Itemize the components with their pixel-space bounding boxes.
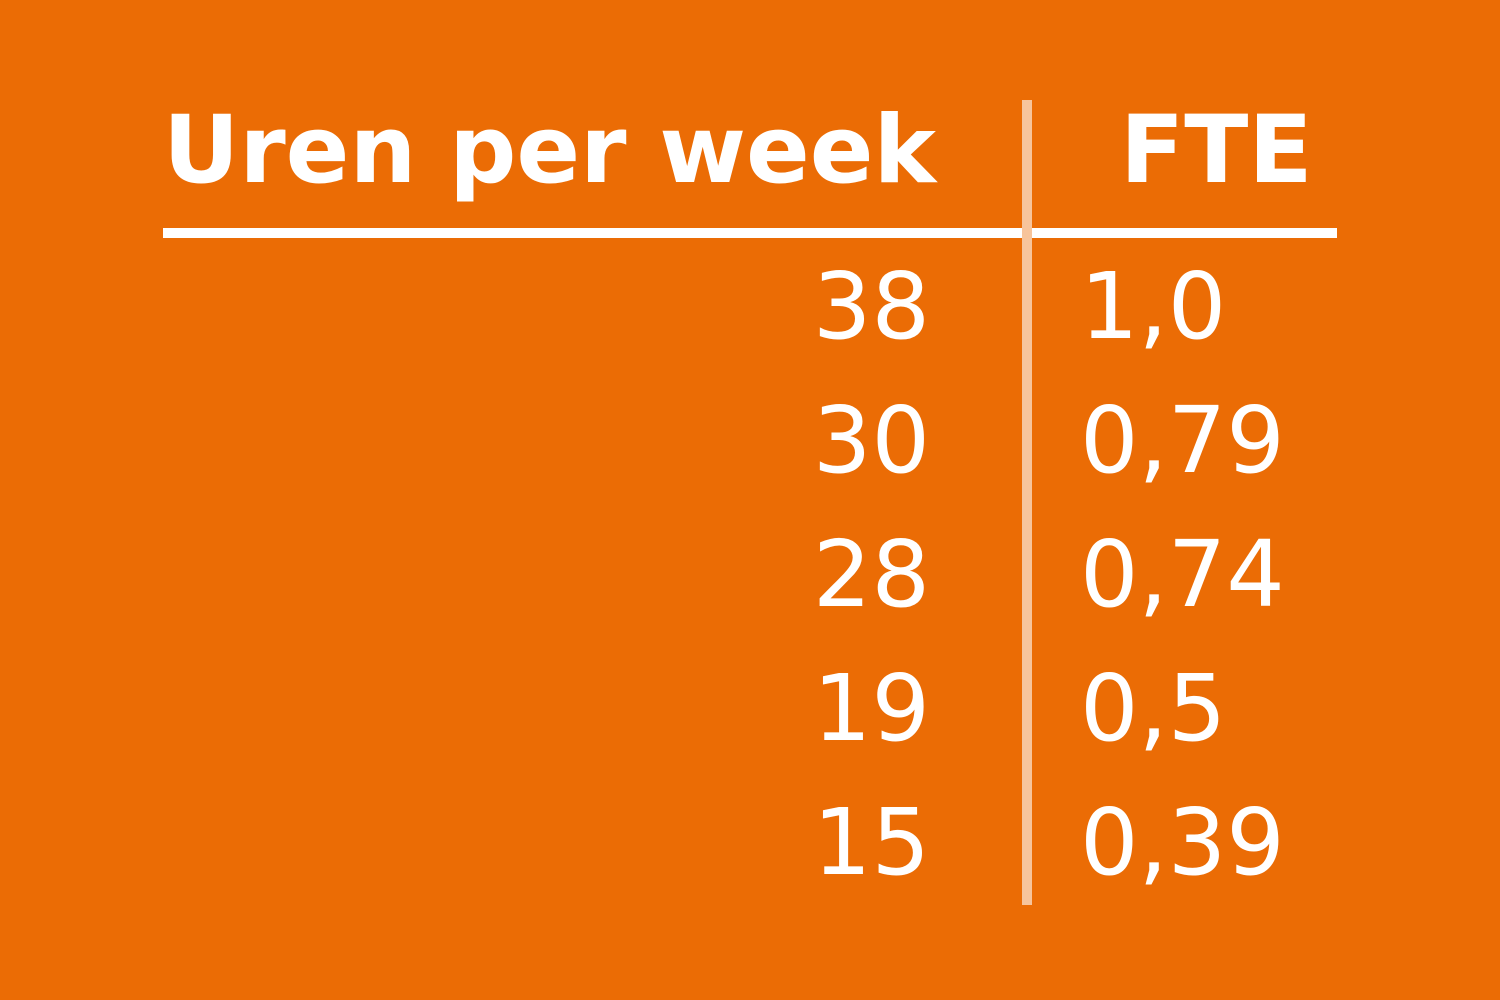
table-body: 38 1,0 30 0,79 28 0,74 19 0,5 15 0,39 xyxy=(0,240,1500,910)
header-divider-rule xyxy=(163,228,1337,238)
hours-value: 38 xyxy=(812,253,930,360)
column-header-hours-per-week: Uren per week xyxy=(163,96,937,205)
hours-value: 15 xyxy=(812,789,930,896)
table-row: 28 0,74 xyxy=(0,508,1500,642)
fte-value: 1,0 xyxy=(1080,253,1227,360)
hours-value: 19 xyxy=(812,655,930,762)
table-row: 30 0,79 xyxy=(0,374,1500,508)
table-row: 19 0,5 xyxy=(0,642,1500,776)
fte-value: 0,5 xyxy=(1080,655,1227,762)
hours-value: 30 xyxy=(812,387,930,494)
table-row: 38 1,0 xyxy=(0,240,1500,374)
fte-value: 0,79 xyxy=(1080,387,1285,494)
table-row: 15 0,39 xyxy=(0,776,1500,910)
hours-value: 28 xyxy=(812,521,930,628)
fte-value: 0,74 xyxy=(1080,521,1285,628)
fte-value: 0,39 xyxy=(1080,789,1285,896)
column-divider-rule xyxy=(1022,100,1032,905)
column-header-fte: FTE xyxy=(1120,96,1313,205)
